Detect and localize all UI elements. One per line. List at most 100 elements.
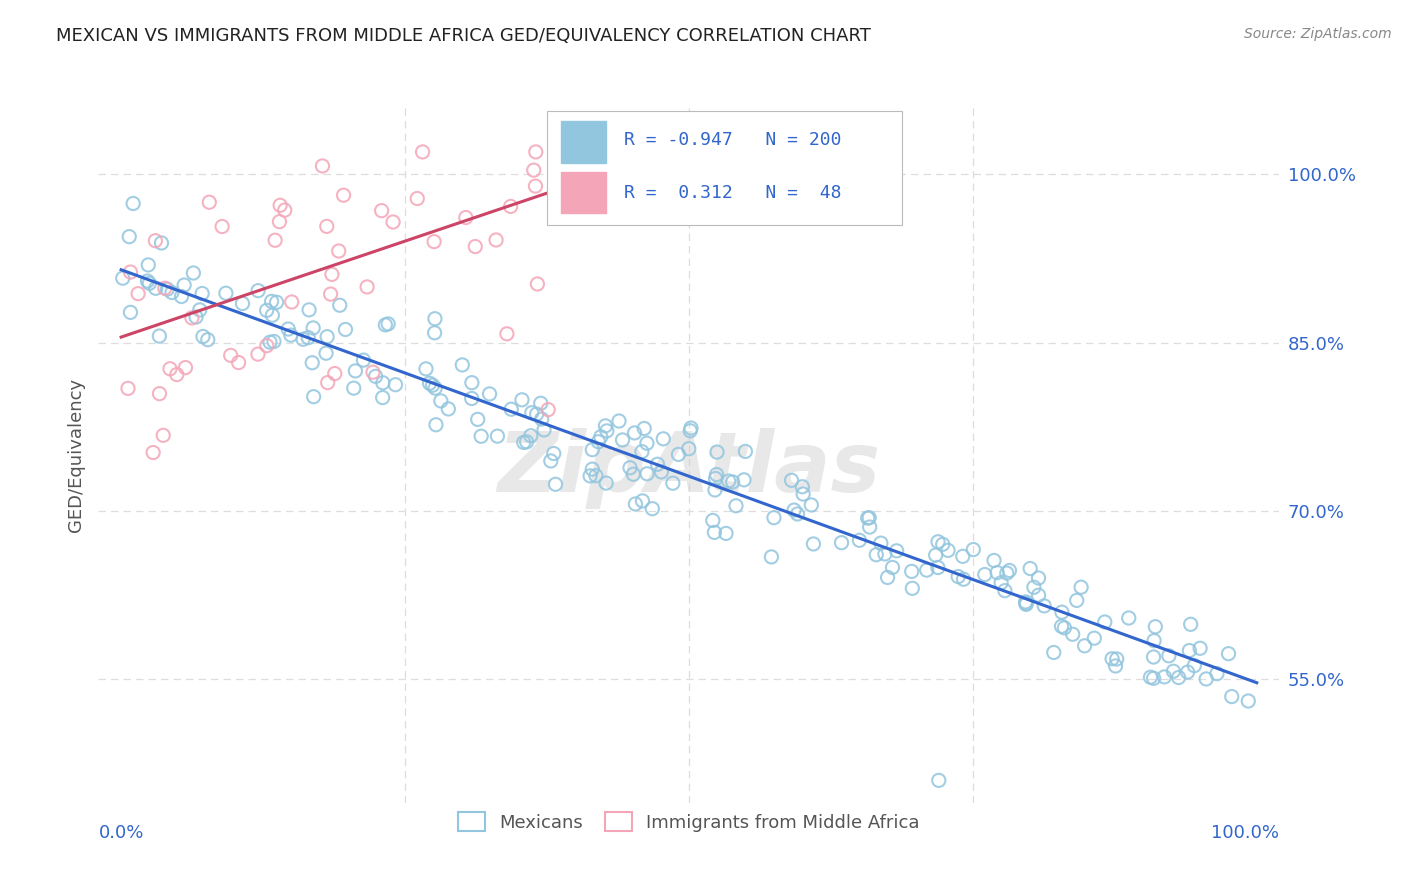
Point [1195,672,1218,686]
Point [512,435,534,450]
Point [1142,671,1164,685]
Point [145,234,167,248]
Point [332,188,354,202]
Point [995,566,1018,580]
Point [678,442,700,456]
Point [136,274,159,288]
Point [356,280,378,294]
Point [292,332,315,346]
Point [353,353,375,368]
Point [540,454,562,468]
Point [703,525,725,540]
Point [191,286,214,301]
Point [831,535,853,549]
Point [263,334,285,349]
Point [1070,580,1092,594]
Point [111,271,134,285]
Point [184,310,207,324]
Point [962,542,984,557]
Point [464,239,486,253]
Point [1180,617,1202,632]
Point [501,402,523,417]
Point [117,381,139,395]
Point [510,392,533,407]
Point [1178,643,1201,657]
Text: 0.0%: 0.0% [98,823,143,842]
Point [1042,645,1064,659]
Point [319,287,342,301]
Point [543,446,565,460]
Text: R =  0.312   N =  48: R = 0.312 N = 48 [624,184,841,202]
Point [321,268,343,282]
Point [792,487,814,501]
Point [120,305,142,319]
Point [461,376,484,390]
Point [454,211,477,225]
Point [973,567,995,582]
Point [1142,650,1164,665]
Point [537,402,560,417]
Point [138,277,160,291]
Point [595,476,617,491]
Point [1050,619,1073,633]
Point [530,396,553,410]
Point [160,285,183,300]
Point [526,277,548,291]
Point [983,553,1005,567]
Point [596,424,619,438]
Point [1073,639,1095,653]
Point [1163,665,1185,679]
Point [679,421,702,435]
Point [150,235,173,250]
FancyBboxPatch shape [547,111,901,226]
Point [423,311,446,326]
Point [848,533,870,548]
Point [423,326,446,340]
Point [328,244,350,258]
FancyBboxPatch shape [561,172,606,213]
Point [415,362,437,376]
Point [523,163,546,178]
Point [946,569,969,583]
Y-axis label: GED/Equivalency: GED/Equivalency [66,378,84,532]
Point [928,773,950,788]
Point [636,436,658,450]
Point [419,376,441,391]
Point [280,328,302,343]
Point [298,302,321,317]
Point [148,329,170,343]
Point [247,284,270,298]
Point [159,361,181,376]
Point [900,565,922,579]
Point [1028,588,1050,602]
Point [1053,621,1076,635]
Point [180,310,202,325]
Point [361,365,384,379]
Point [1022,580,1045,594]
Point [422,378,444,392]
Point [581,442,603,457]
Point [579,469,602,483]
Point [714,526,737,541]
Point [633,421,655,435]
Point [581,462,603,476]
Point [704,483,727,497]
Point [145,281,167,295]
Text: MEXICAN VS IMMIGRANTS FROM MIDDLE AFRICA GED/EQUIVALENCY CORRELATION CHART: MEXICAN VS IMMIGRANTS FROM MIDDLE AFRICA… [56,27,872,45]
Point [1182,658,1205,673]
Point [329,298,352,312]
Point [344,364,367,378]
Point [316,329,339,343]
Point [631,494,654,508]
Point [986,566,1008,580]
Point [734,444,756,458]
Point [211,219,233,234]
Point [516,434,538,449]
Point [927,534,949,549]
Point [936,543,959,558]
Point [277,322,299,336]
Point [1066,593,1088,607]
Point [148,386,170,401]
Point [679,424,702,438]
Point [370,203,392,218]
